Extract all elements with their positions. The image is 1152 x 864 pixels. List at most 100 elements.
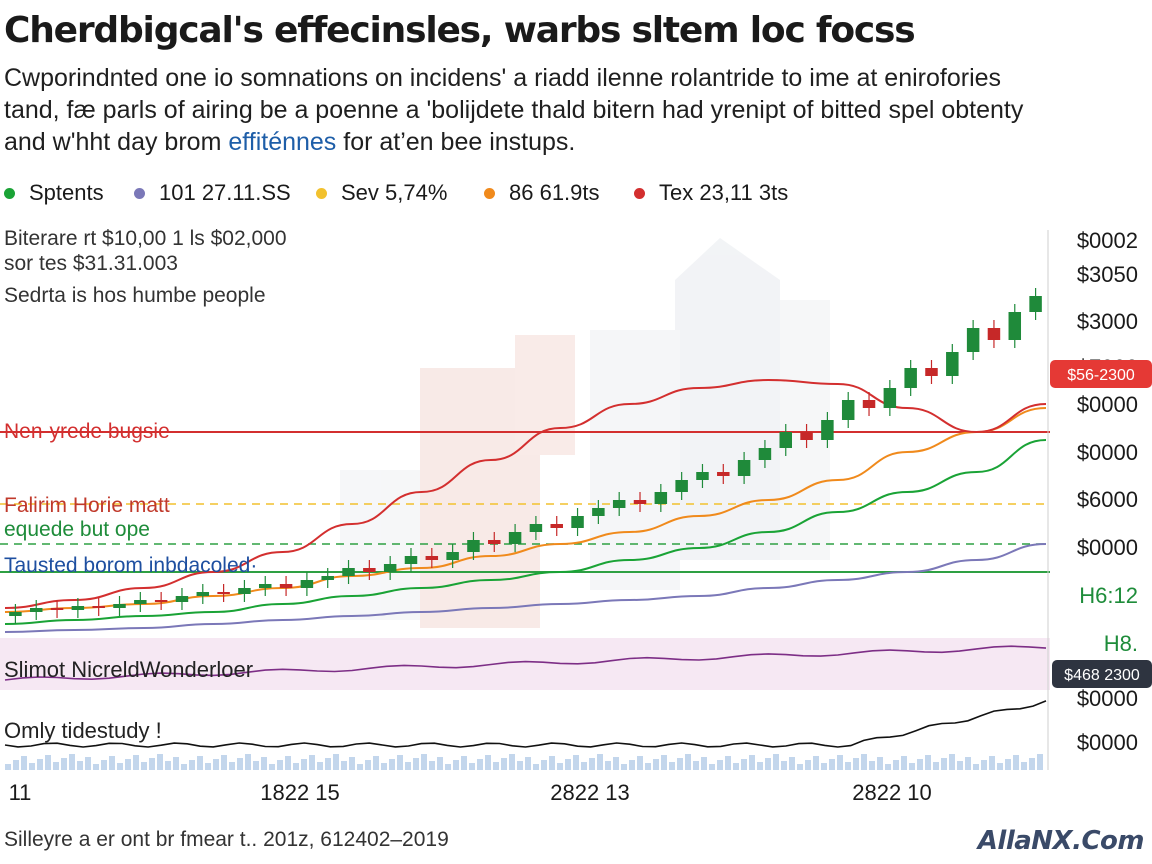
skyline-building-5 xyxy=(340,470,420,620)
candle-body-21 xyxy=(446,552,459,560)
volume-bar-16 xyxy=(133,755,139,770)
legend-item-2: Sev 5,74% xyxy=(316,180,447,206)
candle-body-44 xyxy=(925,368,938,376)
volume-bar-57 xyxy=(461,756,467,770)
candle-body-8 xyxy=(175,596,189,602)
volume-bar-37 xyxy=(301,759,307,770)
subtitle-line-3b: for at’en bee instups. xyxy=(336,128,576,156)
volume-bar-126 xyxy=(1013,755,1019,770)
series-line-3 xyxy=(4,378,1047,609)
annotation-red-line: Nen-yrede bugsie xyxy=(4,420,170,443)
volume-bar-114 xyxy=(917,759,923,770)
volume-bar-9 xyxy=(77,761,83,770)
candle-body-4 xyxy=(92,606,105,608)
candle-body-43 xyxy=(904,368,917,388)
volume-bar-23 xyxy=(189,760,195,770)
volume-bar-33 xyxy=(269,764,275,770)
volume-bar-118 xyxy=(949,754,955,770)
legend-label-3: 86 61.9ts xyxy=(509,180,600,205)
legend-label-4: Tex 23,11 3ts xyxy=(659,180,789,205)
y-tick-label-0: $0002 xyxy=(1077,228,1138,253)
volume-bar-96 xyxy=(773,754,779,770)
series-layer xyxy=(4,378,1047,633)
price-tag-dark: $468 2300 xyxy=(1052,660,1152,688)
volume-bar-88 xyxy=(709,764,715,770)
x-tick-label-3: 2822 10 xyxy=(852,780,932,805)
volume-bar-47 xyxy=(381,763,387,770)
volume-bar-34 xyxy=(277,760,283,770)
legend-label-1: 101 27.11.SS xyxy=(159,180,291,205)
volume-bar-124 xyxy=(997,763,1003,770)
legend-dot-1 xyxy=(134,187,145,199)
volume-bar-78 xyxy=(629,760,635,770)
annotation-volume: Slimot NicreldWonderloer xyxy=(4,657,253,682)
candle-body-39 xyxy=(821,420,834,440)
y-tick-label-11: $0000 xyxy=(1077,730,1138,755)
candle-body-27 xyxy=(571,516,584,528)
volume-bar-97 xyxy=(781,761,787,770)
volume-bar-56 xyxy=(453,760,459,770)
footer-note: Silleyre a er ont br fmear t.. 201z, 612… xyxy=(4,828,449,851)
volume-bar-108 xyxy=(869,761,875,770)
volume-bar-98 xyxy=(789,757,795,770)
volume-bar-125 xyxy=(1005,759,1011,770)
volume-bar-68 xyxy=(549,756,555,770)
volume-bar-92 xyxy=(741,759,747,770)
volume-bar-90 xyxy=(725,756,731,770)
legend-dot-0 xyxy=(4,187,15,199)
volume-bar-44 xyxy=(357,764,363,770)
candle-body-7 xyxy=(154,600,168,602)
volume-bar-106 xyxy=(853,758,859,770)
y-tick-label-8: H6:12 xyxy=(1079,583,1138,608)
y-axis-ticks: $0002$3050$3000$7000$0000$0000$6000$0000… xyxy=(1077,228,1138,755)
volume-bar-15 xyxy=(125,759,131,770)
volume-bar-12 xyxy=(101,760,107,770)
volume-bar-82 xyxy=(661,755,667,770)
volume-bar-38 xyxy=(309,755,315,770)
candle-body-22 xyxy=(467,540,480,552)
candle-body-6 xyxy=(134,600,147,604)
y-tick-label-9: H8. xyxy=(1104,631,1138,656)
volume-bar-76 xyxy=(613,757,619,770)
skyline-building-3 xyxy=(590,330,680,590)
horizontal-lines xyxy=(0,431,1050,573)
volume-bar-129 xyxy=(1037,754,1043,770)
volume-bar-40 xyxy=(325,758,331,770)
candle-body-41 xyxy=(862,400,876,408)
volume-bar-110 xyxy=(885,764,891,770)
volume-bar-6 xyxy=(53,762,59,770)
price-tag-red-bg xyxy=(1050,360,1152,388)
volume-bar-93 xyxy=(749,755,755,770)
price-tag-red-label: $56-2300 xyxy=(1067,367,1135,384)
volume-bar-85 xyxy=(685,754,691,770)
volume-band xyxy=(0,638,1050,690)
volume-bar-27 xyxy=(221,755,227,770)
candle-body-3 xyxy=(71,606,85,610)
volume-bar-72 xyxy=(581,762,587,770)
candle-body-10 xyxy=(217,592,230,594)
volume-bar-5 xyxy=(45,755,51,770)
volume-bar-41 xyxy=(333,754,339,770)
volume-bar-80 xyxy=(645,763,651,770)
volume-bar-55 xyxy=(445,764,451,770)
volume-bar-89 xyxy=(717,760,723,770)
volume-bar-65 xyxy=(525,757,531,770)
volume-bar-112 xyxy=(901,756,907,770)
volume-bar-94 xyxy=(757,762,763,770)
volume-bar-43 xyxy=(349,757,355,770)
candle-body-5 xyxy=(113,604,126,608)
volume-bar-73 xyxy=(589,758,595,770)
candle-body-38 xyxy=(800,432,813,440)
volume-bar-52 xyxy=(421,754,427,770)
candle-body-28 xyxy=(592,508,605,516)
volume-bar-35 xyxy=(285,756,291,770)
volume-bar-11 xyxy=(93,764,99,770)
volume-bar-54 xyxy=(437,757,443,770)
candle-body-45 xyxy=(946,352,959,376)
candle-body-13 xyxy=(279,584,293,588)
volume-bar-0 xyxy=(5,764,11,770)
volume-bar-79 xyxy=(637,756,643,770)
volume-bar-58 xyxy=(469,763,475,770)
annotation-green: equede but ope xyxy=(4,518,150,541)
volume-bar-70 xyxy=(565,759,571,770)
